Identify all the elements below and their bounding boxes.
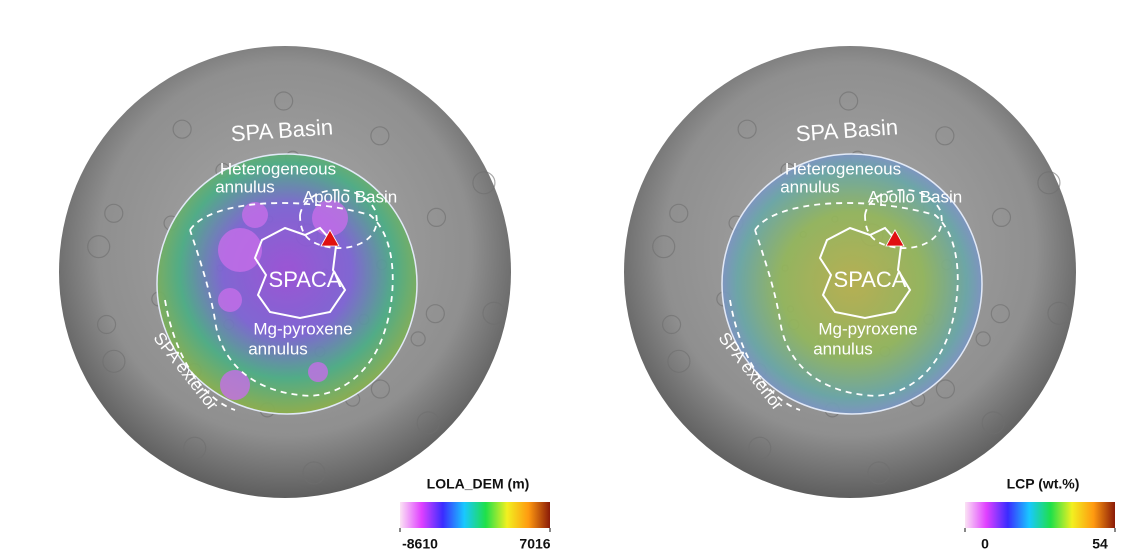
crater [172,119,192,139]
crater [302,461,326,485]
crater-basin [308,362,328,382]
crater [102,349,126,373]
colorbar-tick-label: 54 [1092,536,1108,552]
region-label: Heterogeneous [785,159,901,178]
crater [748,436,772,460]
crater [96,314,117,335]
landing-site-marker [320,229,340,247]
colorbar [400,502,550,528]
crater-basin [218,288,242,312]
region-label: annulus [780,177,840,196]
region-label: Apollo Basin [868,187,963,206]
crater [975,331,991,347]
spa-exterior-boundary [164,299,236,411]
crater [935,379,956,399]
apollo-boundary [864,188,943,249]
crater [1047,301,1071,325]
crater [426,207,447,228]
crater [661,314,682,335]
region-label: Heterogeneous [220,159,336,178]
crater [981,411,1005,435]
crater [104,203,124,223]
region-label: SPACA [269,267,342,292]
region-label: Apollo Basin [303,187,398,206]
crater [990,304,1010,324]
crater [667,349,691,373]
colorbar-tick-label: 0 [981,536,989,552]
data-overlay [156,153,418,415]
crater [991,207,1012,228]
landing-site-marker [885,229,905,247]
crater [370,126,390,146]
colorbar-title: LOLA_DEM (m) [427,476,530,492]
crater [87,235,111,259]
crater [370,379,391,399]
spaca-outline [818,226,912,320]
region-label: annulus [248,339,308,358]
crater [183,436,207,460]
region-label: SPACA [834,267,907,292]
crater [482,301,506,325]
crater [867,461,891,485]
region-label: Mg-pyroxene [253,319,352,338]
data-overlay [721,153,983,415]
region-label: annulus [813,339,873,358]
spa-exterior-boundary [729,299,801,411]
crater [410,331,426,347]
crater [669,203,689,223]
crater [935,126,955,146]
crater [416,411,440,435]
spa-inner-boundary [754,202,959,397]
apollo-boundary [299,188,378,249]
spaca-outline [253,226,347,320]
crater-basin [218,228,262,272]
crater [1037,171,1061,195]
crater [425,304,445,324]
colorbar [965,502,1115,528]
colorbar-title: LCP (wt.%) [1007,476,1080,492]
crater-basin [242,202,268,228]
crater-basin [220,370,250,400]
crater [652,235,676,259]
spa-inner-boundary [189,202,394,397]
crater [472,171,496,195]
region-label: Mg-pyroxene [818,319,917,338]
crater-basin [312,200,348,236]
crater [839,91,859,111]
colorbar-tick-label: 7016 [519,536,550,552]
region-label: annulus [215,177,275,196]
crater [274,91,294,111]
crater [737,119,757,139]
colorbar-tick-label: -8610 [402,536,438,552]
